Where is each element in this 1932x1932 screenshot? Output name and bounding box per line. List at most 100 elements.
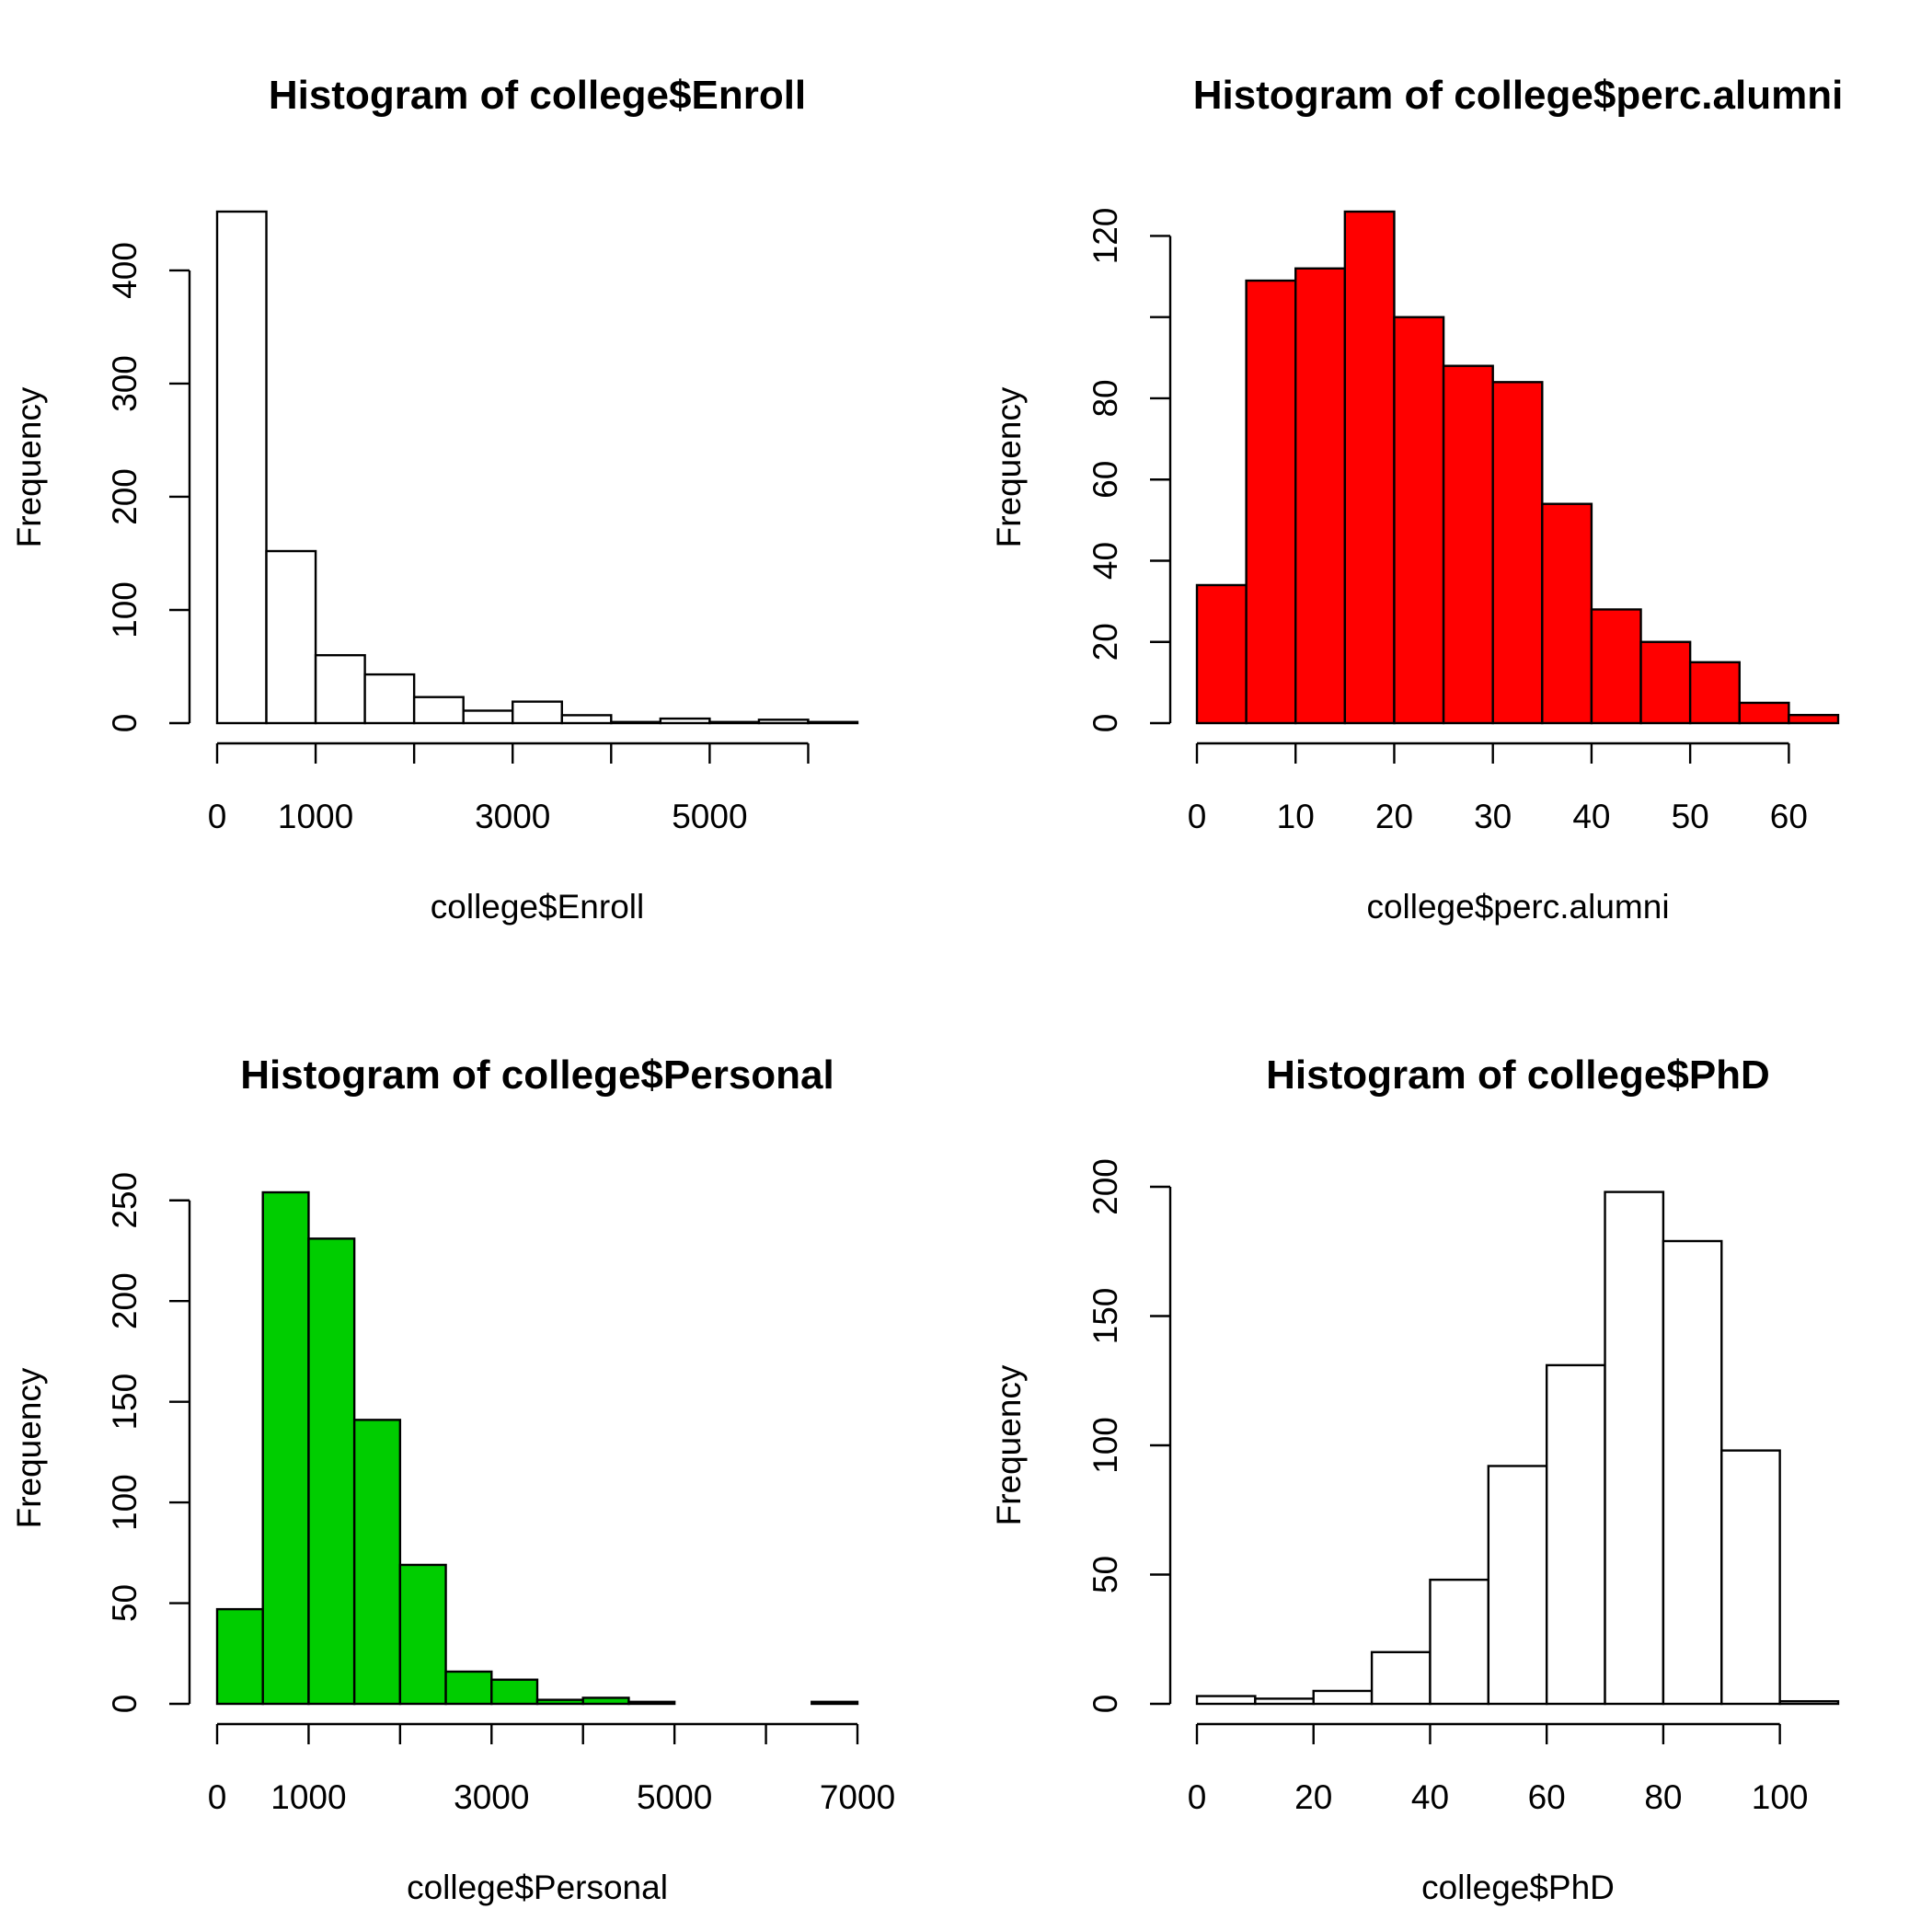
x-tick-label: 100	[1752, 1778, 1809, 1816]
x-tick-label: 20	[1294, 1778, 1332, 1816]
x-axis-label: college$Personal	[407, 1869, 668, 1906]
y-tick-label: 150	[106, 1374, 144, 1431]
x-tick-label: 0	[208, 798, 227, 835]
histogram-bar	[512, 700, 563, 725]
y-tick-label: 0	[1087, 1695, 1124, 1714]
histogram-bar	[1788, 713, 1840, 725]
x-axis-label: college$PhD	[1421, 1869, 1615, 1906]
y-tick-label: 120	[1087, 208, 1124, 265]
x-tick-label: 50	[1672, 798, 1709, 835]
histogram-panel-4: Histogram of college$PhD 0 20 40 60 80 100 0 50 1…	[990, 1052, 1840, 1906]
x-tick-label: 10	[1277, 798, 1315, 835]
y-tick-label: 100	[1087, 1417, 1124, 1474]
x-tick-label: 60	[1528, 1778, 1566, 1816]
y-axis-label: Frequency	[990, 386, 1028, 547]
x-tick-label: 40	[1411, 1778, 1449, 1816]
x-tick-label: 20	[1375, 798, 1413, 835]
histogram-bar	[444, 1670, 493, 1706]
chart-title: Histogram of college$Enroll	[269, 73, 806, 118]
y-tick-label: 60	[1087, 461, 1124, 499]
y-tick-label: 300	[106, 355, 144, 412]
histogram-bar	[1254, 1697, 1315, 1706]
histogram-bar	[398, 1563, 447, 1706]
y-tick-label: 100	[106, 581, 144, 638]
histogram-bar	[610, 720, 662, 725]
x-tick-label: 30	[1474, 798, 1512, 835]
histogram-bar	[490, 1678, 539, 1706]
y-tick-label: 0	[106, 1695, 144, 1714]
x-tick-label: 0	[1188, 1778, 1207, 1816]
histogram-bar	[1590, 608, 1642, 725]
histogram-bar	[412, 696, 465, 725]
histogram-bar	[1541, 502, 1593, 725]
histogram-bar	[757, 719, 810, 725]
histogram-bar	[1487, 1465, 1548, 1706]
y-tick-label: 50	[106, 1584, 144, 1622]
histogram-bar	[811, 1700, 859, 1706]
histogram-bar	[307, 1237, 356, 1706]
histogram-bar	[535, 1698, 584, 1706]
y-tick-label: 0	[106, 714, 144, 733]
histogram-bar	[1778, 1699, 1840, 1706]
x-tick-label: 40	[1572, 798, 1610, 835]
x-tick-label: 1000	[270, 1778, 346, 1816]
histogram-bar	[352, 1419, 402, 1706]
histogram-bar	[1604, 1190, 1665, 1706]
histogram-bar	[1491, 381, 1544, 725]
histogram-bar	[1639, 640, 1692, 725]
y-tick-label: 40	[1087, 542, 1124, 580]
histogram-bar	[1195, 1695, 1257, 1706]
chart-title: Histogram of college$PhD	[1266, 1052, 1770, 1098]
histogram-bar	[1738, 701, 1790, 725]
y-axis-label: Frequency	[990, 1364, 1028, 1525]
histogram-bar	[1688, 661, 1741, 725]
x-tick-label: 1000	[278, 798, 353, 835]
histogram-bar	[1545, 1363, 1606, 1706]
histogram-bar	[314, 653, 366, 725]
histogram-bar	[1442, 364, 1494, 725]
histogram-bar	[627, 1700, 676, 1706]
histogram-panel-2: Histogram of college$perc.alumni 0 10 20 30 4…	[990, 73, 1843, 926]
y-tick-label: 150	[1087, 1288, 1124, 1345]
histogram-bar	[1343, 210, 1396, 725]
histogram-bar	[560, 714, 613, 725]
y-tick-label: 250	[106, 1172, 144, 1229]
x-axis-label: college$Enroll	[431, 888, 644, 926]
histogram-bar	[462, 709, 514, 725]
histogram-bar	[1195, 583, 1248, 725]
histogram-bar	[807, 720, 859, 725]
histogram-bar	[1662, 1239, 1723, 1706]
histogram-bar	[1393, 316, 1445, 725]
histogram-bar	[261, 1190, 310, 1706]
y-tick-label: 100	[106, 1474, 144, 1531]
x-tick-label: 5000	[637, 1778, 712, 1816]
x-tick-label: 0	[1188, 798, 1207, 835]
histogram-bar	[1245, 279, 1297, 725]
x-tick-label: 3000	[475, 798, 550, 835]
histogram-bar	[581, 1696, 630, 1706]
y-axis-label: Frequency	[10, 386, 48, 547]
y-axis-label: Frequency	[10, 1367, 48, 1528]
histogram-bar	[1312, 1689, 1374, 1706]
histogram-bar	[1720, 1449, 1781, 1706]
x-tick-label: 7000	[820, 1778, 895, 1816]
histogram-bar	[659, 717, 711, 725]
histogram-bar	[265, 549, 317, 725]
histogram-bar	[1370, 1650, 1432, 1706]
x-axis-label: college$perc.alumni	[1366, 888, 1669, 926]
x-tick-label: 0	[208, 1778, 227, 1816]
y-tick-label: 200	[1087, 1158, 1124, 1215]
y-tick-label: 200	[106, 468, 144, 525]
y-tick-label: 20	[1087, 623, 1124, 661]
histogram-bar	[1429, 1578, 1490, 1706]
y-tick-label: 80	[1087, 379, 1124, 417]
chart-title: Histogram of college$perc.alumni	[1193, 73, 1844, 118]
histogram-bar	[1294, 267, 1347, 725]
chart-title: Histogram of college$Personal	[240, 1052, 834, 1098]
y-tick-label: 200	[106, 1272, 144, 1329]
x-tick-label: 80	[1644, 1778, 1682, 1816]
